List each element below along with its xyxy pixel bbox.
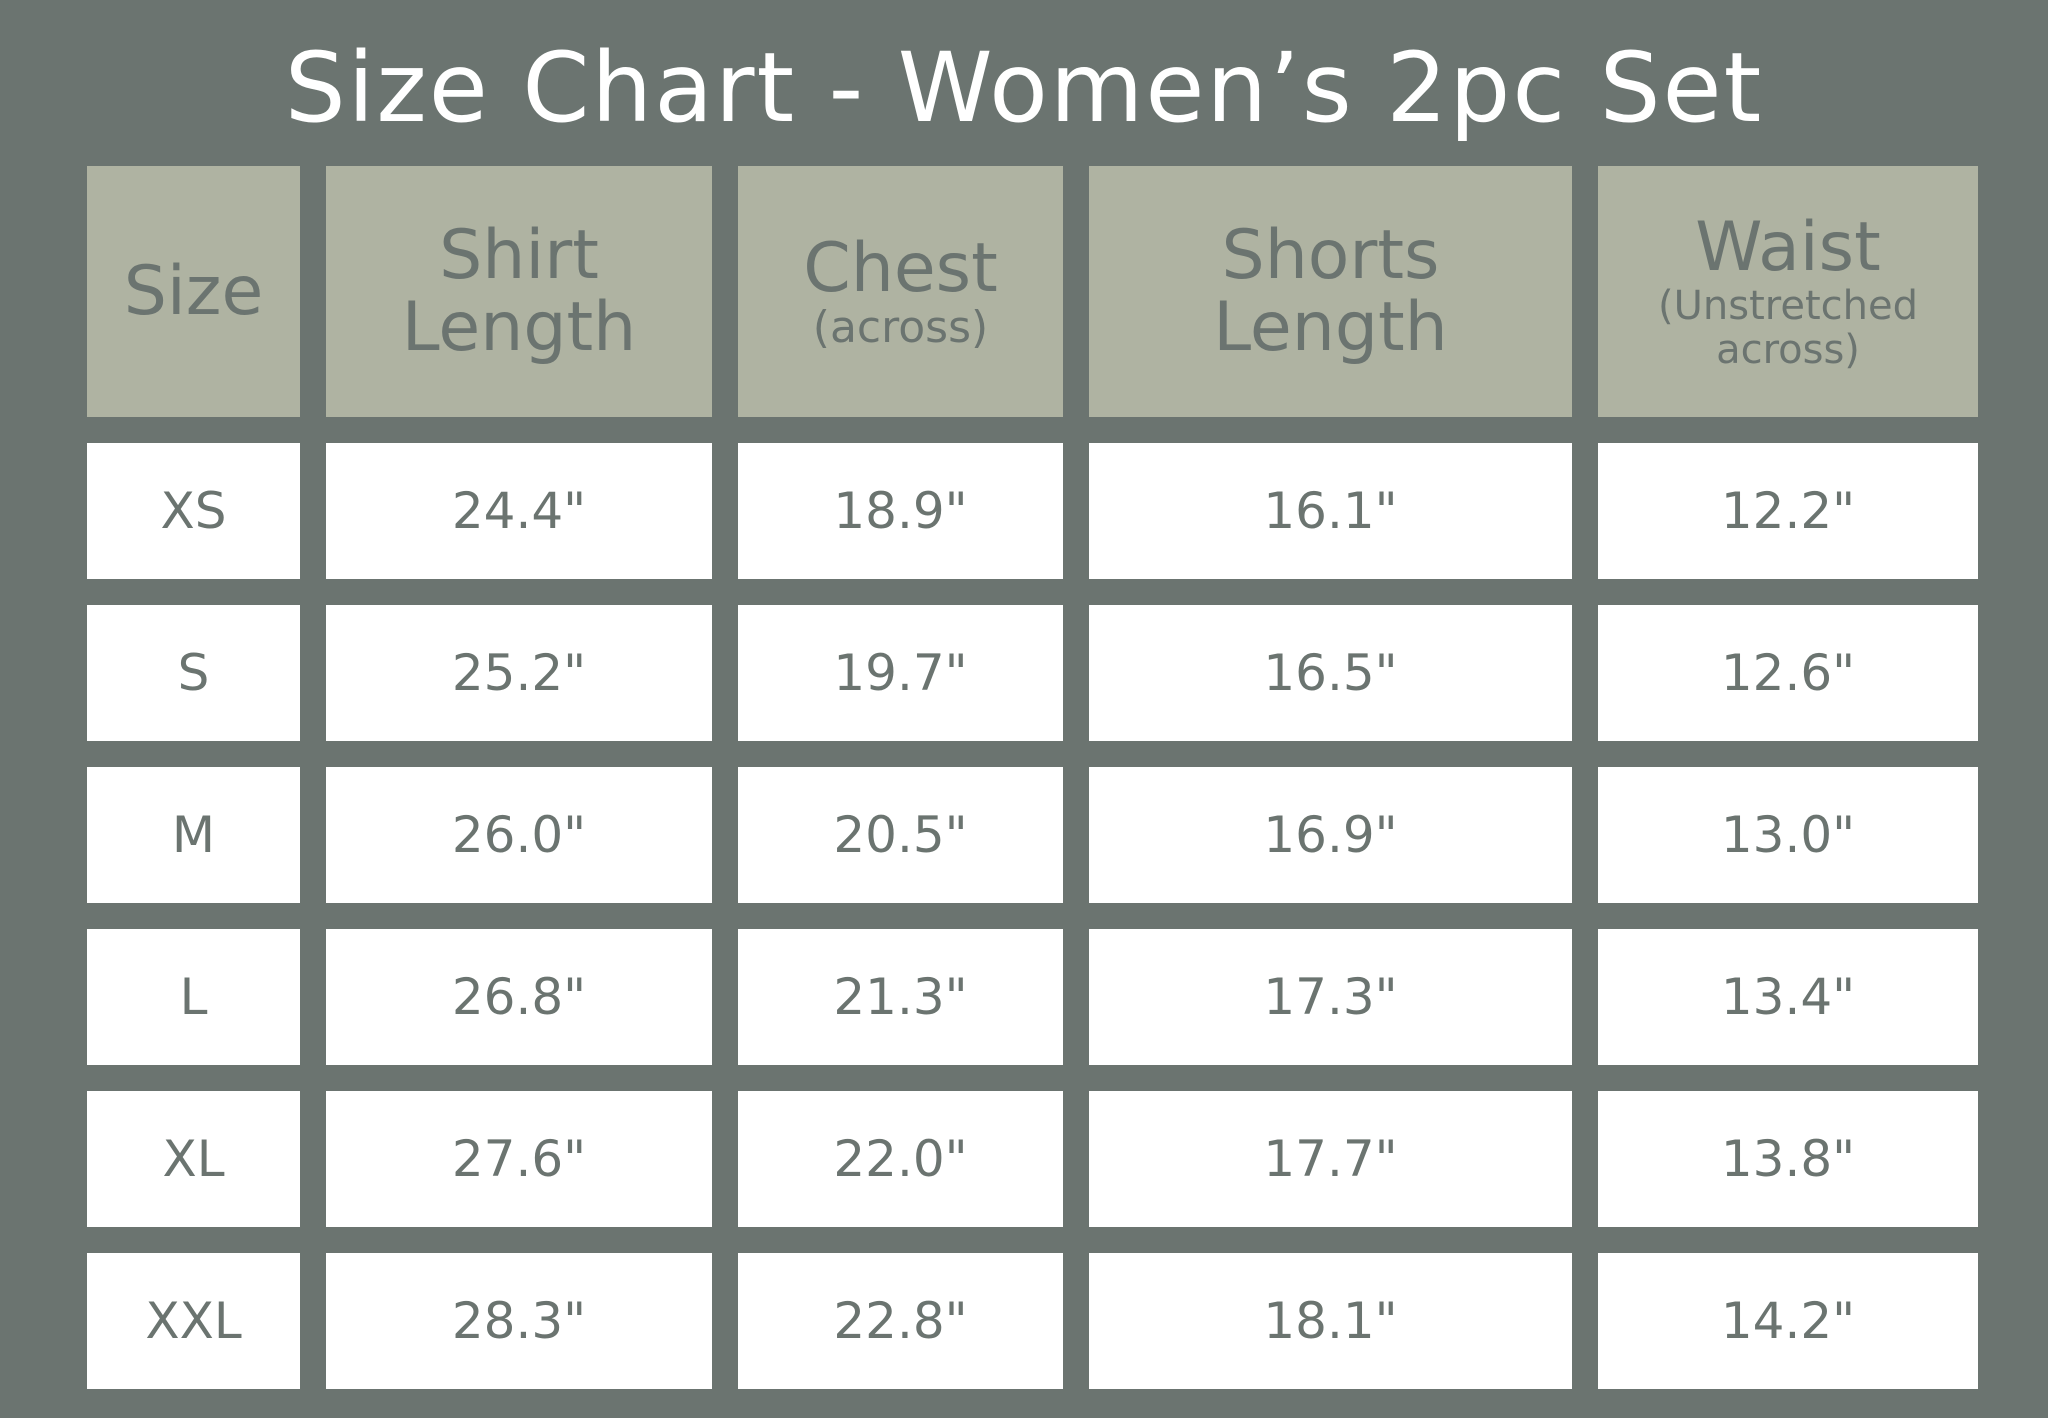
header-sublabel: (Unstretched across) (1658, 282, 1918, 373)
header-label: Length (401, 287, 637, 367)
cell-size: S (87, 605, 300, 741)
cell-chest: 20.5" (738, 767, 1063, 903)
cell-chest: 22.0" (738, 1091, 1063, 1227)
cell-waist: 12.6" (1598, 605, 1978, 741)
cell-shirt-length: 27.6" (326, 1091, 712, 1227)
cell-waist: 12.2" (1598, 443, 1978, 579)
header-chest: Chest (across) (738, 166, 1063, 417)
header-label: Length (1213, 287, 1448, 367)
cell-shirt-length: 24.4" (326, 443, 712, 579)
cell-size: M (87, 767, 300, 903)
header-shorts-length: Shorts Length (1089, 166, 1572, 417)
cell-size: XXL (87, 1253, 300, 1389)
cell-shorts-length: 16.1" (1089, 443, 1572, 579)
cell-shirt-length: 26.8" (326, 929, 712, 1065)
header-shirt-length: Shirt Length (326, 166, 712, 417)
cell-shorts-length: 17.3" (1089, 929, 1572, 1065)
cell-shorts-length: 16.5" (1089, 605, 1572, 741)
cell-chest: 19.7" (738, 605, 1063, 741)
cell-shorts-length: 17.7" (1089, 1091, 1572, 1227)
cell-waist: 14.2" (1598, 1253, 1978, 1389)
cell-waist: 13.4" (1598, 929, 1978, 1065)
cell-chest: 22.8" (738, 1253, 1063, 1389)
page-title: Size Chart - Women’s 2pc Set (284, 32, 1764, 144)
cell-shirt-length: 25.2" (326, 605, 712, 741)
header-label: Shorts (1221, 215, 1440, 295)
cell-shorts-length: 18.1" (1089, 1253, 1572, 1389)
cell-shirt-length: 28.3" (326, 1253, 712, 1389)
cell-shirt-length: 26.0" (326, 767, 712, 903)
header-sublabel: (across) (812, 301, 989, 353)
cell-waist: 13.8" (1598, 1091, 1978, 1227)
header-label: Chest (803, 228, 998, 308)
cell-chest: 21.3" (738, 929, 1063, 1065)
header-label: Shirt (439, 215, 599, 295)
header-label: Size (123, 251, 264, 331)
cell-waist: 13.0" (1598, 767, 1978, 903)
size-table: Size Shirt Length Chest (across) Shorts … (87, 166, 1978, 1389)
cell-size: XS (87, 443, 300, 579)
header-waist: Waist (Unstretched across) (1598, 166, 1978, 417)
header-size: Size (87, 166, 300, 417)
cell-shorts-length: 16.9" (1089, 767, 1572, 903)
cell-size: L (87, 929, 300, 1065)
cell-chest: 18.9" (738, 443, 1063, 579)
header-label: Waist (1695, 207, 1881, 287)
cell-size: XL (87, 1091, 300, 1227)
